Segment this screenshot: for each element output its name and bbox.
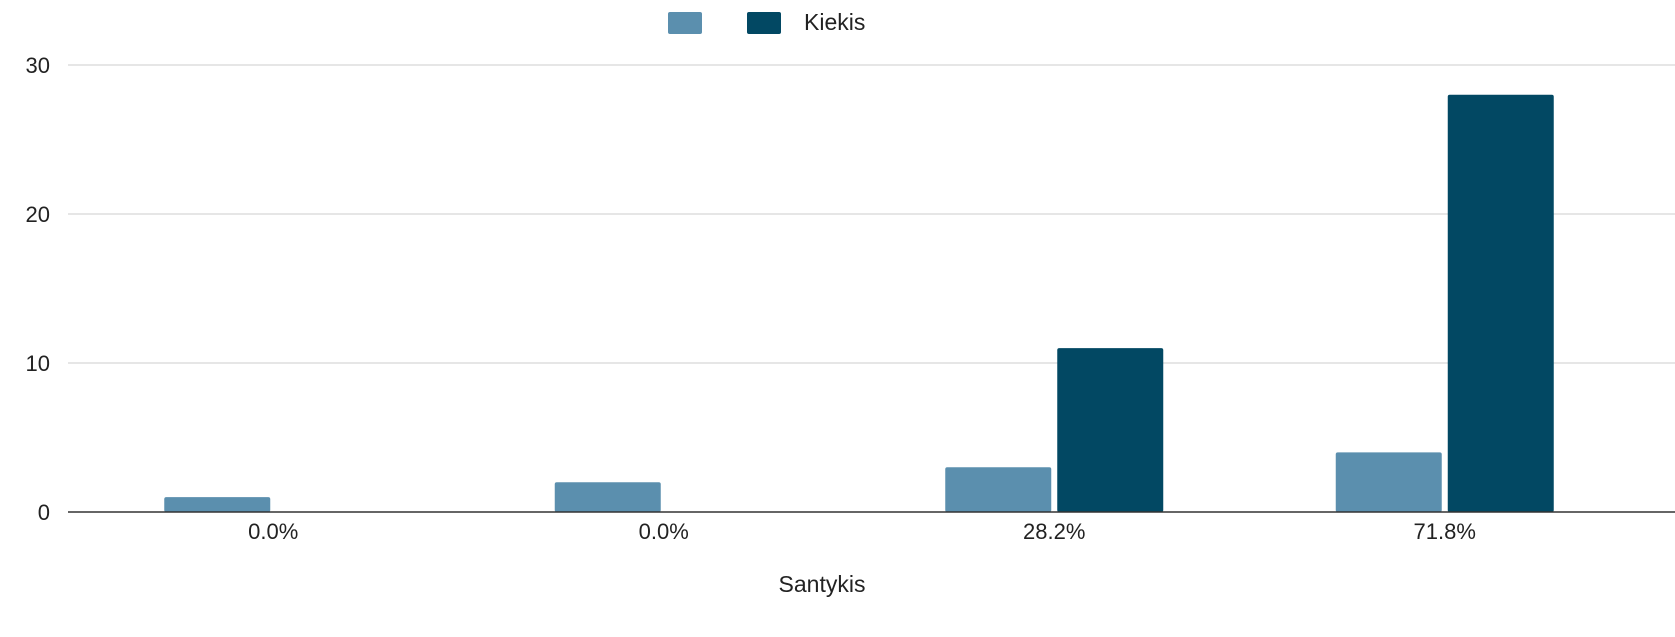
y-tick-label: 20 — [26, 202, 50, 227]
bar-series1-3 — [1335, 452, 1442, 512]
legend-swatch-1 — [668, 12, 702, 34]
y-tick-label: 0 — [38, 500, 50, 525]
x-tick-label: 0.0% — [639, 519, 689, 544]
bar-series1-0 — [164, 497, 271, 512]
x-tick-label: 28.2% — [1023, 519, 1085, 544]
bar-series1-2 — [945, 467, 1052, 512]
legend-swatch-2 — [747, 12, 781, 34]
x-axis-title: Santykis — [779, 571, 866, 597]
legend-label: Kiekis — [804, 9, 865, 35]
y-tick-label: 30 — [26, 53, 50, 78]
x-tick-label: 0.0% — [248, 519, 298, 544]
x-tick-label: 71.8% — [1414, 519, 1476, 544]
y-tick-label: 10 — [26, 351, 50, 376]
bars — [164, 94, 1554, 513]
bar-kiekis-2 — [1057, 348, 1164, 512]
grid-lines — [68, 64, 1675, 364]
y-axis-ticks: 0 10 20 30 — [26, 53, 50, 525]
bar-series1-1 — [554, 482, 661, 512]
x-axis-ticks: 0.0% 0.0% 28.2% 71.8% — [248, 519, 1476, 544]
bar-kiekis-3 — [1447, 94, 1554, 513]
legend: Kiekis — [668, 9, 865, 35]
